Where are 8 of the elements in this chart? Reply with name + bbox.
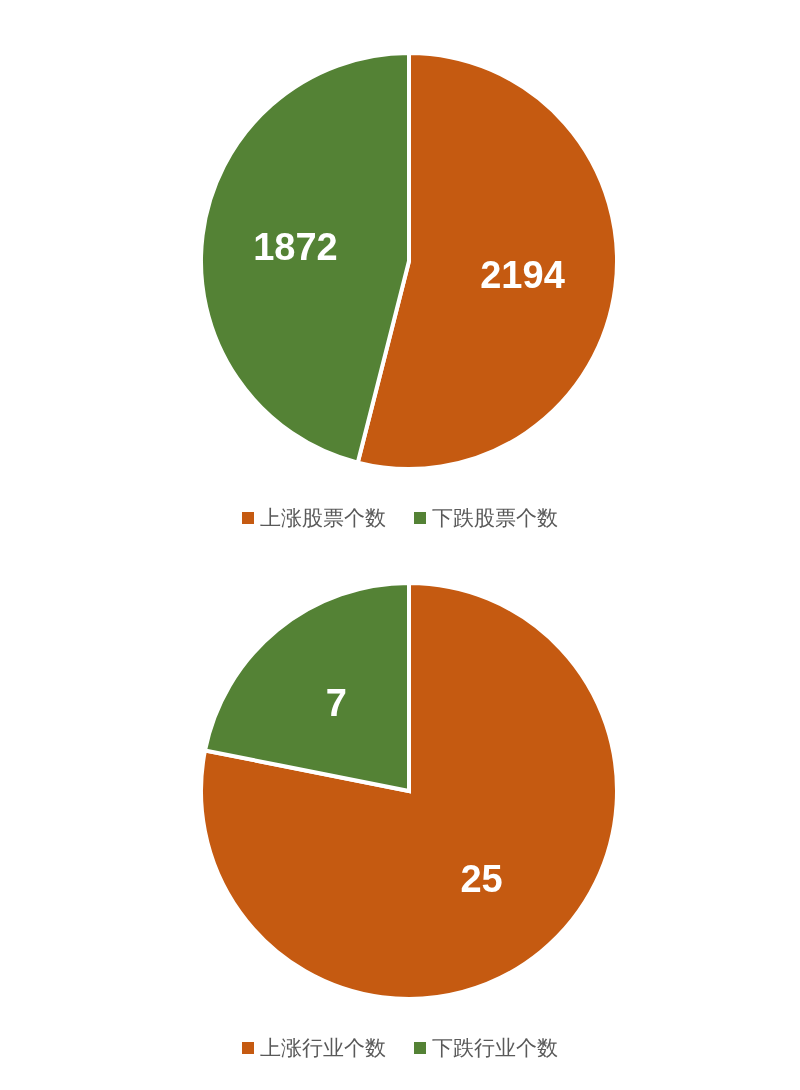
data-label: 25 <box>460 858 503 901</box>
legend-label: 下跌股票个数 <box>432 505 558 532</box>
data-label: 1872 <box>253 225 338 268</box>
legend-label: 上涨行业个数 <box>260 1035 386 1062</box>
legend-label: 上涨股票个数 <box>260 505 386 532</box>
legend-label: 下跌行业个数 <box>432 1035 558 1062</box>
data-label: 2194 <box>480 254 565 297</box>
data-label: 7 <box>325 681 347 724</box>
